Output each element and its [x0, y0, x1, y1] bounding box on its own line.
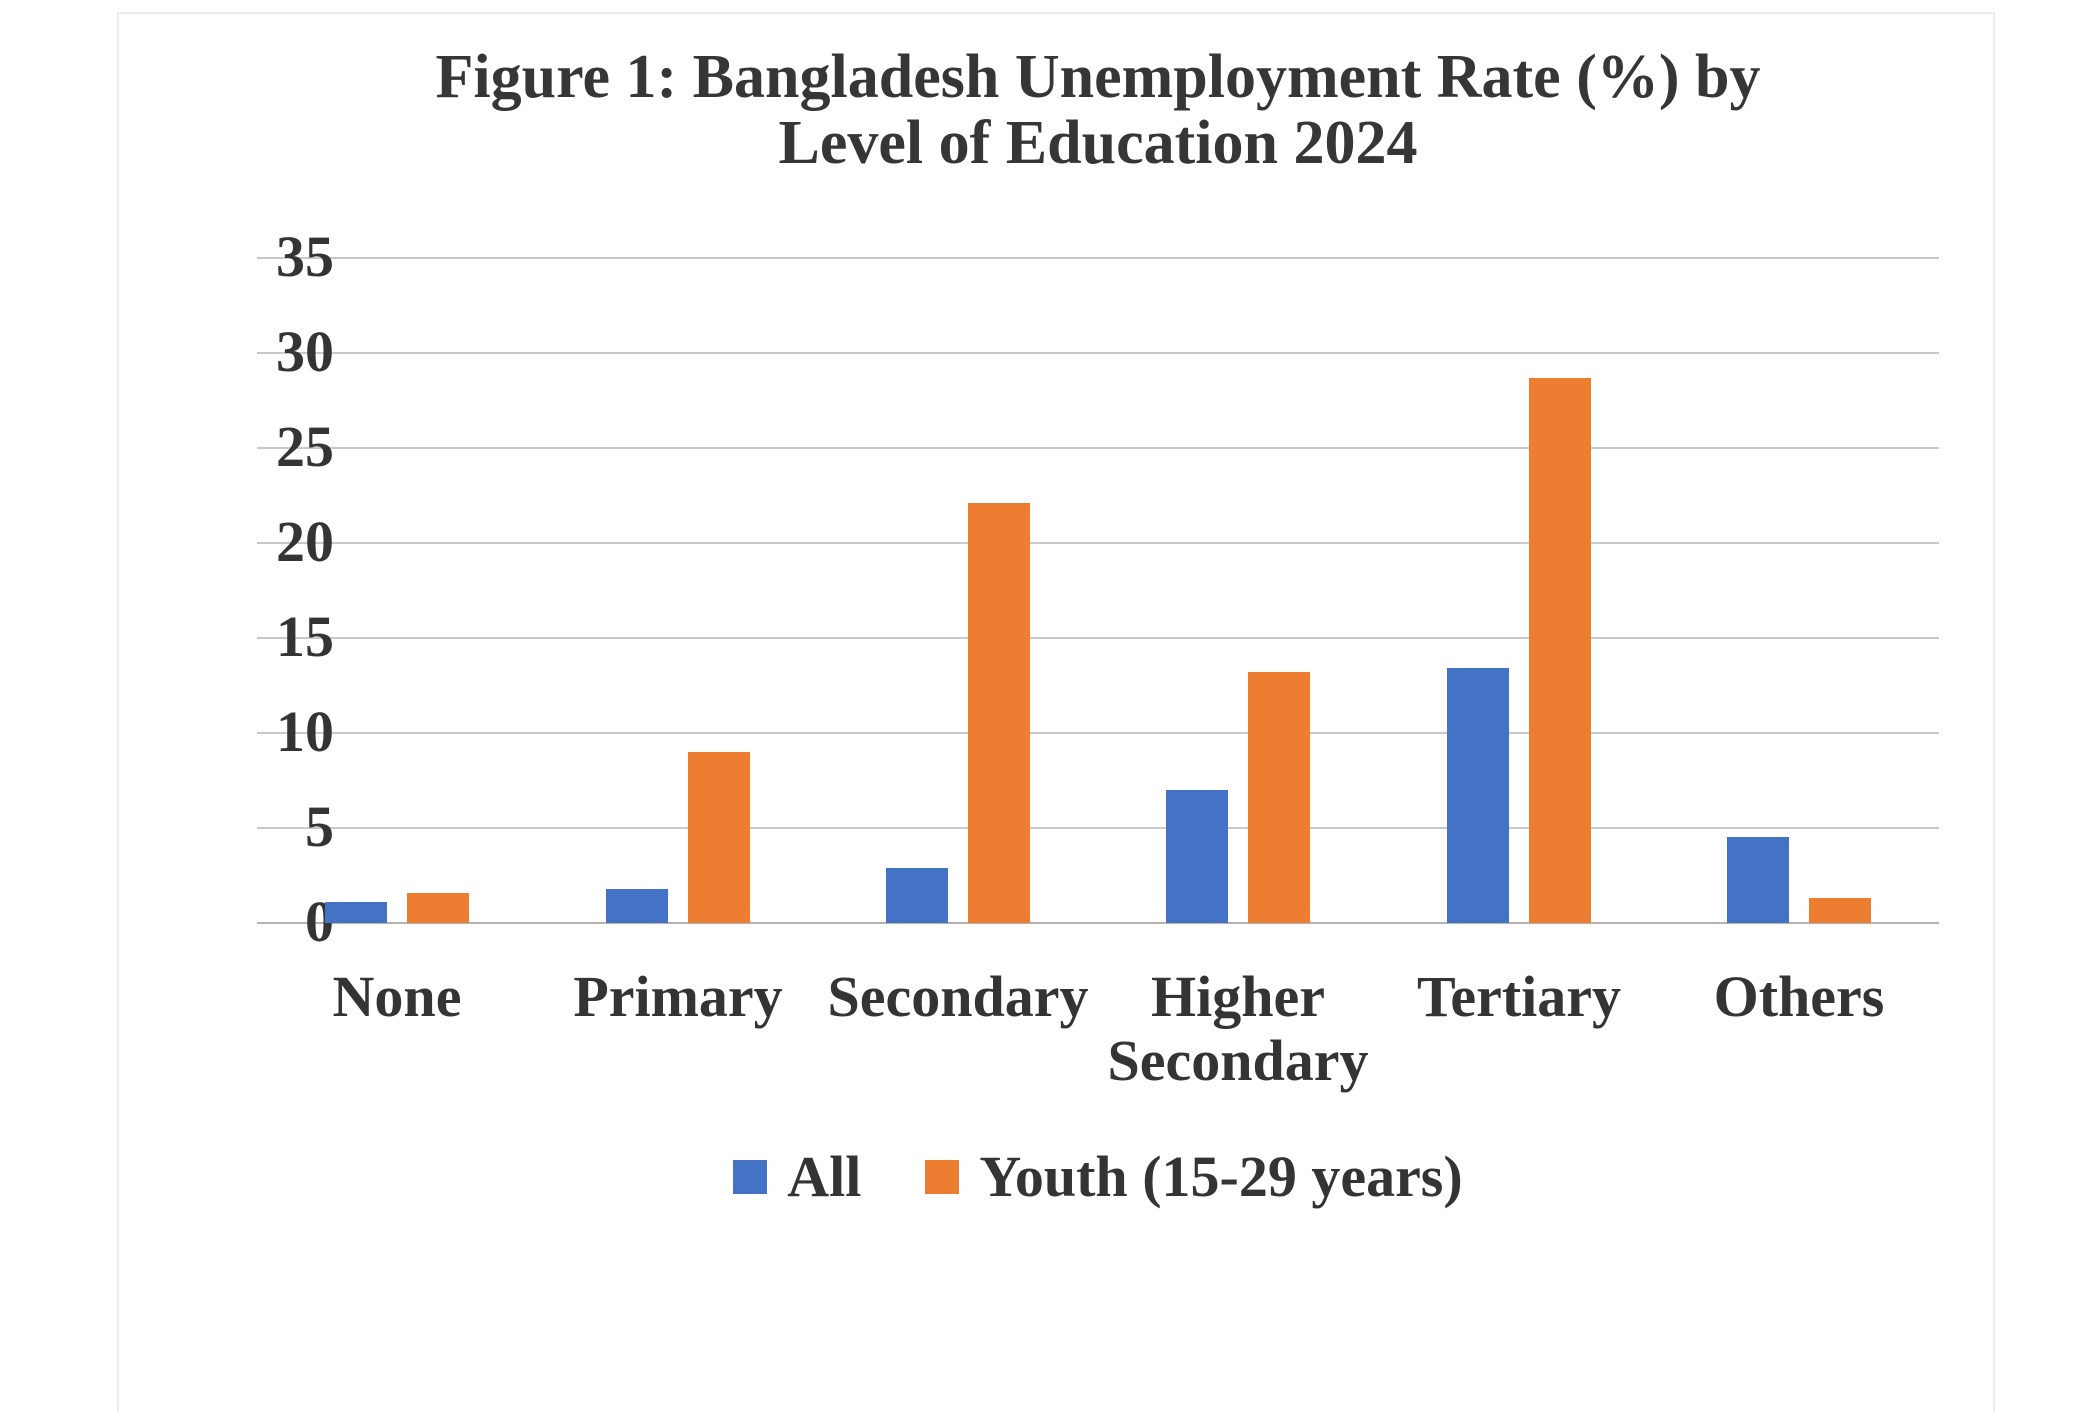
gridline-25 — [257, 447, 1939, 449]
plot-area: 0 5 10 15 20 25 30 35 None Primary Secondary Higher… — [119, 14, 1993, 1412]
screenshot-root: { "figure": { "title_line1": "Figure 1: … — [117, 12, 1995, 1412]
x-axis-category-label-none: None — [332, 964, 462, 1029]
y-axis-tick-label-10: 10 — [276, 699, 334, 764]
bar-all-primary — [606, 889, 668, 923]
y-axis-tick-label-20: 20 — [276, 509, 334, 574]
bar-youth-15-29-years-secondary — [968, 503, 1030, 923]
x-axis-category-label-higher-secondary: Higher Secondary — [1107, 964, 1369, 1093]
legend-label-all: All — [787, 1144, 862, 1209]
bar-all-tertiary — [1447, 668, 1509, 923]
x-axis-category-label-secondary: Secondary — [827, 964, 1089, 1029]
legend-swatch-all — [733, 1160, 768, 1194]
legend-swatch-youth-15-29-years — [925, 1160, 960, 1194]
x-axis-category-label-tertiary: Tertiary — [1416, 964, 1622, 1029]
legend: All Youth (15-29 years) — [257, 1142, 1939, 1212]
figure-container: Figure 1: Bangladesh Unemployment Rate (… — [117, 12, 1995, 1412]
chart-title-line1: Figure 1: Bangladesh Unemployment Rate (… — [435, 43, 1761, 111]
y-axis-tick-label-25: 25 — [276, 414, 334, 479]
bar-all-higher-secondary — [1166, 790, 1228, 923]
bar-youth-15-29-years-others — [1809, 898, 1871, 923]
gridline-5 — [257, 827, 1939, 829]
bar-all-none — [325, 902, 387, 923]
gridline-10 — [257, 732, 1939, 734]
y-axis-tick-label-35: 35 — [276, 224, 334, 289]
chart-title-line2: Level of Education 2024 — [778, 109, 1418, 177]
x-axis-line — [257, 922, 1939, 924]
y-axis-tick-label-5: 5 — [305, 794, 334, 859]
bar-youth-15-29-years-primary — [688, 752, 750, 923]
gridline-30 — [257, 352, 1939, 354]
gridline-20 — [257, 542, 1939, 544]
bar-youth-15-29-years-none — [407, 893, 469, 923]
legend-item-all: All — [733, 1142, 861, 1212]
legend-item-youth-15-29-years: Youth (15-29 years) — [925, 1142, 1463, 1212]
bar-youth-15-29-years-higher-secondary — [1248, 672, 1310, 923]
y-axis-tick-label-30: 30 — [276, 319, 334, 384]
gridline-35 — [257, 257, 1939, 259]
y-axis-tick-label-15: 15 — [276, 604, 334, 669]
bar-all-others — [1727, 837, 1789, 923]
x-axis-category-label-others: Others — [1713, 964, 1885, 1029]
gridline-15 — [257, 637, 1939, 639]
x-axis-category-label-primary: Primary — [573, 964, 783, 1029]
bar-youth-15-29-years-tertiary — [1529, 378, 1591, 923]
chart-title: Figure 1: Bangladesh Unemployment Rate (… — [257, 44, 1939, 176]
y-axis-tick-label-0: 0 — [305, 889, 334, 954]
legend-label-youth-15-29-years: Youth (15-29 years) — [979, 1144, 1463, 1209]
bar-all-secondary — [886, 868, 948, 923]
